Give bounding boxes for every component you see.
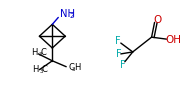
Text: 3: 3 <box>72 67 75 72</box>
Text: O: O <box>153 15 162 25</box>
Text: C: C <box>41 48 47 57</box>
Text: H: H <box>74 63 80 72</box>
Text: C: C <box>68 63 74 72</box>
Text: NH: NH <box>60 10 75 19</box>
Text: H: H <box>32 65 38 74</box>
Text: F: F <box>116 49 122 59</box>
Text: 3: 3 <box>38 52 42 57</box>
Text: 2: 2 <box>69 13 74 19</box>
Text: OH: OH <box>165 35 181 45</box>
Text: F: F <box>120 60 126 70</box>
Text: F: F <box>115 36 121 46</box>
Text: C: C <box>42 65 48 74</box>
Text: 3: 3 <box>39 69 43 74</box>
Text: H: H <box>31 48 37 57</box>
